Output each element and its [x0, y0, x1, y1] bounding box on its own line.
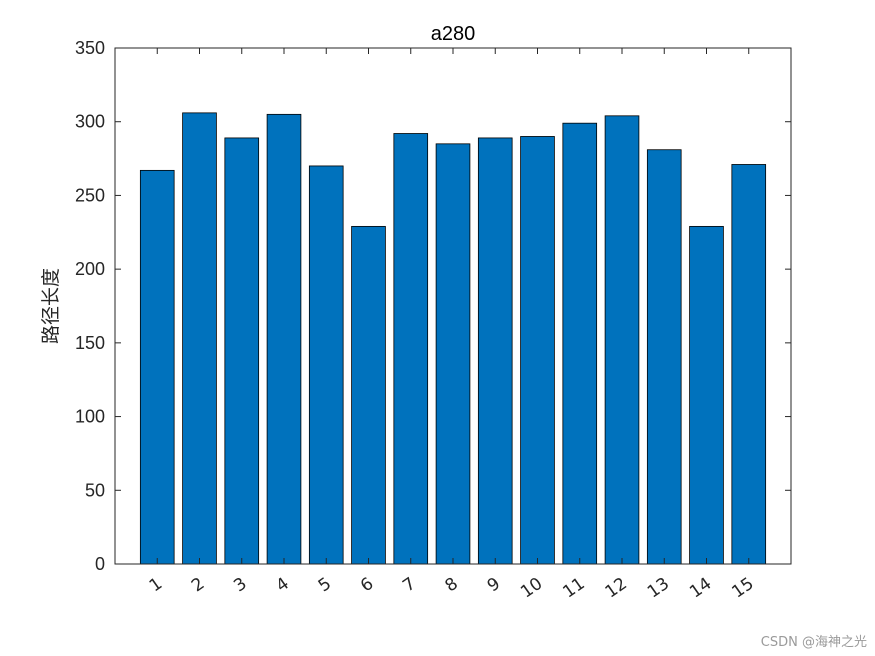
x-tick-label-13: 13: [644, 574, 673, 603]
y-tick-label-300: 300: [75, 112, 105, 132]
x-tick-label-11: 11: [559, 574, 588, 603]
bars-group: [139, 112, 767, 565]
x-tick-label-1: 1: [146, 574, 166, 597]
bar-6: [351, 225, 386, 565]
bar-9: [477, 137, 513, 565]
bar-8: [435, 143, 471, 565]
x-tick-label-4: 4: [273, 574, 293, 597]
x-tick-label-10: 10: [517, 574, 546, 603]
bar-5: [308, 165, 344, 565]
bar-13: [646, 149, 682, 565]
bar-11: [562, 122, 598, 565]
y-tick-label-100: 100: [75, 407, 105, 427]
y-tick-label-350: 350: [75, 38, 105, 58]
y-tick-label-250: 250: [75, 185, 105, 205]
bar-2: [182, 112, 217, 565]
x-tick-label-7: 7: [399, 574, 419, 597]
bar-3: [224, 137, 260, 565]
chart-title: a280: [431, 23, 476, 45]
y-axis: 0 50 100 150 200 250 300 350: [75, 38, 791, 574]
x-tick-label-8: 8: [442, 574, 462, 597]
bar-1: [139, 169, 175, 565]
x-tick-label-2: 2: [188, 574, 208, 597]
y-tick-label-150: 150: [75, 333, 105, 353]
bar-7: [393, 133, 429, 565]
x-tick-label-14: 14: [686, 574, 715, 603]
y-tick-label-0: 0: [95, 554, 105, 574]
x-tick-label-6: 6: [357, 574, 377, 597]
csdn-watermark: CSDN @海神之光: [760, 635, 867, 650]
y-axis-label: 路径长度: [40, 268, 62, 344]
x-tick-label-12: 12: [602, 574, 631, 603]
x-tick-label-15: 15: [728, 574, 757, 603]
bar-12: [604, 115, 640, 565]
x-tick-label-9: 9: [484, 574, 504, 597]
y-tick-label-200: 200: [75, 259, 105, 279]
bar-14: [689, 225, 724, 565]
bar-4: [266, 113, 302, 565]
bar-10: [520, 136, 555, 565]
bar-15: [731, 164, 767, 565]
x-tick-label-5: 5: [315, 574, 335, 597]
y-tick-label-50: 50: [85, 480, 105, 500]
x-tick-label-3: 3: [230, 574, 250, 597]
